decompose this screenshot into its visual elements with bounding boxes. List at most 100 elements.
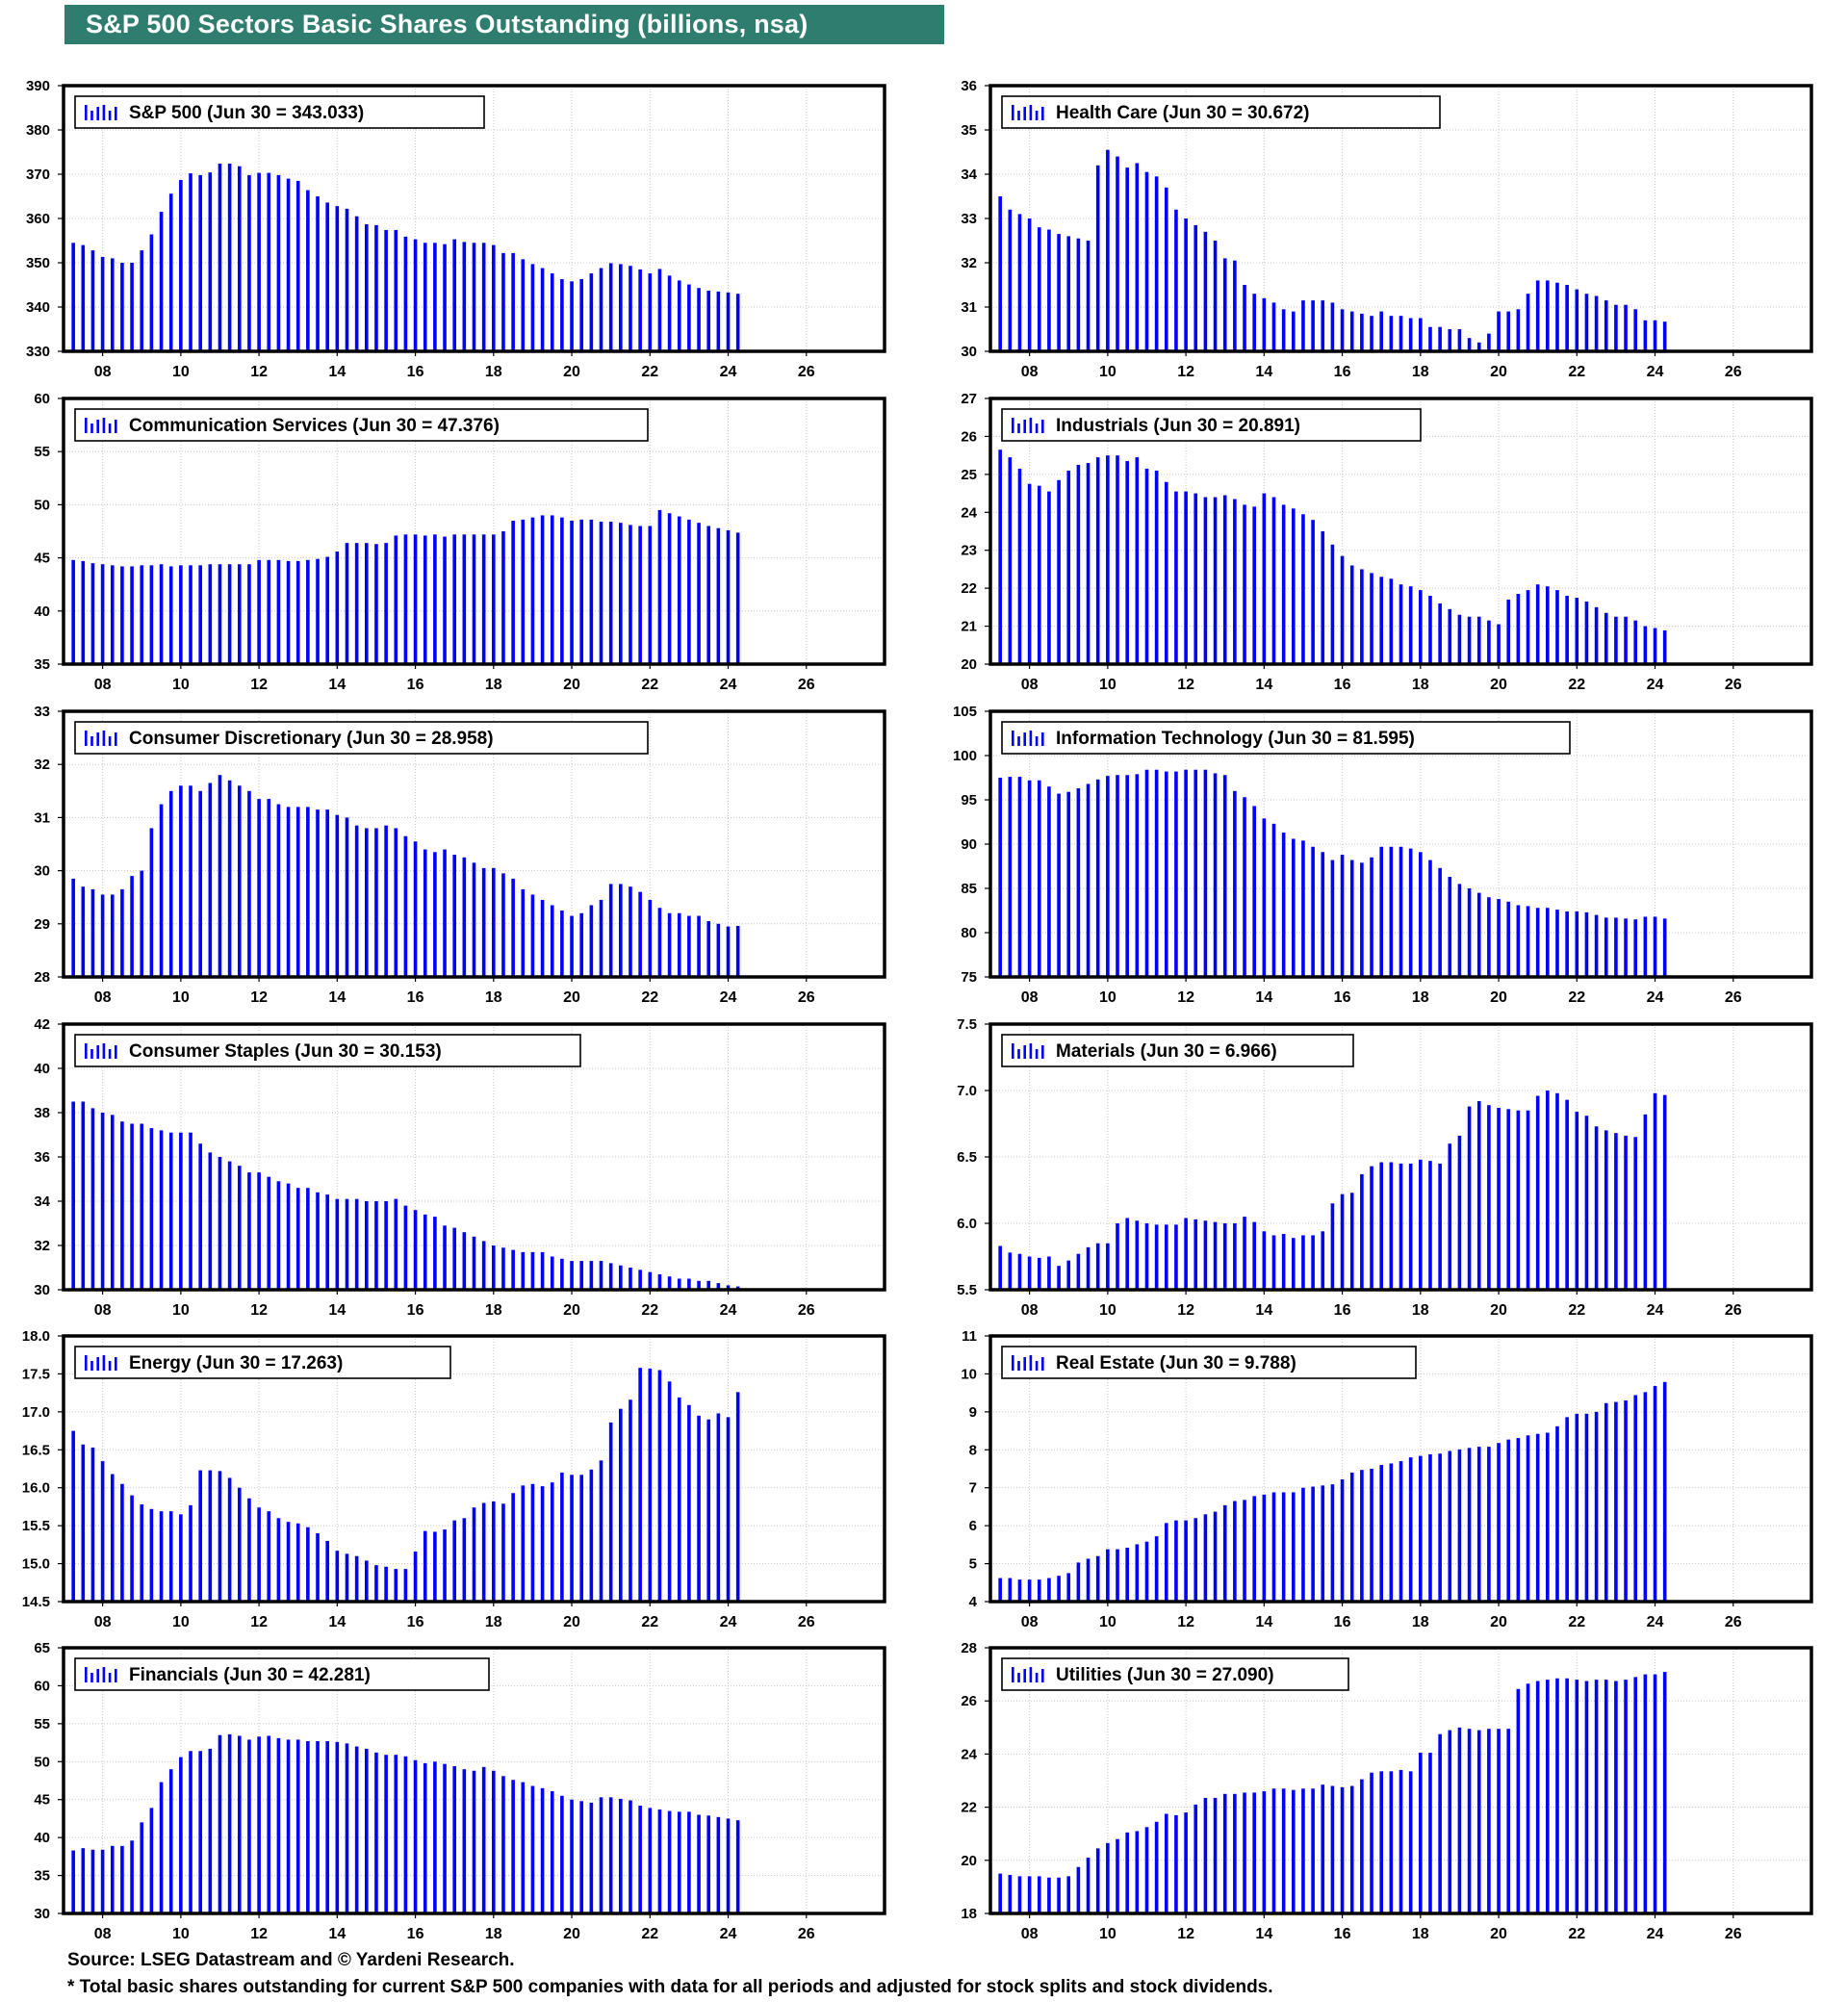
legend: Materials (Jun 30 = 6.966) [1001, 1034, 1354, 1067]
svg-text:12: 12 [1177, 677, 1194, 693]
svg-text:18: 18 [485, 677, 502, 693]
bar-legend-icon [1012, 1667, 1044, 1682]
svg-text:22: 22 [641, 1614, 658, 1630]
bar-series [998, 149, 1667, 351]
svg-text:50: 50 [34, 1754, 50, 1770]
svg-text:10: 10 [1099, 364, 1116, 380]
svg-text:26: 26 [798, 1302, 815, 1319]
legend-label: Consumer Discretionary (Jun 30 = 28.958) [129, 729, 494, 749]
y-axis-labels: 36 35 34 33 32 31 30 [961, 80, 990, 360]
svg-text:7.5: 7.5 [957, 1018, 977, 1033]
svg-text:16: 16 [407, 677, 424, 693]
chart-panel-s-p-500: 390 380 370 360 350 340 330 08 10 12 14 16 18 20 22 24 2… [0, 80, 924, 394]
svg-text:30: 30 [34, 1906, 50, 1922]
svg-text:08: 08 [94, 364, 112, 380]
page-title: S&P 500 Sectors Basic Shares Outstanding… [64, 5, 944, 44]
svg-text:14: 14 [1255, 1302, 1272, 1319]
svg-text:21: 21 [961, 619, 977, 635]
svg-text:20: 20 [563, 989, 580, 1006]
svg-text:14: 14 [328, 364, 346, 380]
legend: Communication Services (Jun 30 = 47.376) [74, 408, 649, 442]
svg-text:20: 20 [1490, 677, 1507, 693]
svg-text:18: 18 [1412, 1926, 1429, 1942]
svg-text:12: 12 [250, 1926, 268, 1942]
svg-text:100: 100 [953, 748, 977, 764]
svg-text:10: 10 [172, 364, 190, 380]
svg-text:18: 18 [961, 1906, 977, 1922]
svg-text:12: 12 [250, 1302, 268, 1319]
svg-text:16: 16 [1334, 989, 1351, 1006]
svg-text:20: 20 [563, 677, 580, 693]
svg-text:16: 16 [1334, 1926, 1351, 1942]
svg-text:24: 24 [720, 1302, 737, 1319]
svg-text:14: 14 [328, 677, 346, 693]
svg-text:08: 08 [1021, 364, 1039, 380]
x-axis-labels: 08 10 12 14 16 18 20 22 24 26 [1021, 977, 1742, 1006]
legend-label: Materials (Jun 30 = 6.966) [1056, 1041, 1277, 1062]
svg-text:26: 26 [798, 364, 815, 380]
legend-label: Communication Services (Jun 30 = 47.376) [129, 416, 500, 436]
svg-text:12: 12 [1177, 1926, 1194, 1942]
svg-text:08: 08 [1021, 1302, 1039, 1319]
svg-text:26: 26 [798, 1614, 815, 1630]
legend: Financials (Jun 30 = 42.281) [74, 1657, 490, 1691]
svg-text:105: 105 [953, 706, 977, 720]
svg-text:24: 24 [1647, 1926, 1664, 1942]
svg-text:24: 24 [1647, 1302, 1664, 1319]
svg-text:42: 42 [34, 1018, 50, 1033]
plot-frame [62, 1334, 886, 1604]
svg-text:08: 08 [94, 1926, 112, 1942]
y-axis-labels: 28 26 24 22 20 18 [961, 1642, 990, 1922]
svg-text:22: 22 [961, 1800, 977, 1816]
svg-text:22: 22 [641, 989, 658, 1006]
svg-text:20: 20 [563, 1926, 580, 1942]
svg-text:18: 18 [485, 1302, 502, 1319]
svg-text:34: 34 [34, 1194, 50, 1210]
svg-text:20: 20 [1490, 1926, 1507, 1942]
legend: Information Technology (Jun 30 = 81.595) [1001, 721, 1571, 755]
svg-text:26: 26 [1725, 1302, 1742, 1319]
svg-text:6.5: 6.5 [957, 1149, 977, 1166]
svg-text:22: 22 [1568, 1926, 1585, 1942]
svg-text:26: 26 [961, 428, 977, 445]
chart-panel-financials: 65 60 55 50 45 40 35 30 08 10 12 14 16 18 20 22 24 26 Fina… [0, 1642, 924, 1956]
svg-text:390: 390 [26, 80, 50, 94]
bar-series [71, 1368, 740, 1602]
legend: S&P 500 (Jun 30 = 343.033) [74, 95, 485, 129]
svg-text:30: 30 [34, 863, 50, 880]
svg-text:12: 12 [250, 1614, 268, 1630]
bar-series [71, 1733, 740, 1913]
svg-text:24: 24 [961, 504, 977, 521]
svg-text:35: 35 [34, 1868, 50, 1885]
chart-panel-utilities: 28 26 24 22 20 18 08 10 12 14 16 18 20 22 24 26 Utilitie… [927, 1642, 1848, 1956]
y-axis-labels: 105 100 95 90 85 80 75 [953, 706, 990, 986]
svg-text:18.0: 18.0 [22, 1330, 50, 1345]
svg-text:10: 10 [1099, 677, 1116, 693]
svg-text:24: 24 [1647, 677, 1664, 693]
svg-text:22: 22 [1568, 1614, 1585, 1630]
svg-text:7.0: 7.0 [957, 1083, 977, 1099]
svg-text:14: 14 [1255, 989, 1272, 1006]
svg-text:80: 80 [961, 925, 977, 941]
svg-text:24: 24 [720, 1926, 737, 1942]
svg-text:14: 14 [328, 989, 346, 1006]
bar-legend-icon [1012, 731, 1044, 746]
svg-text:26: 26 [798, 677, 815, 693]
svg-text:16: 16 [407, 1302, 424, 1319]
svg-text:08: 08 [94, 989, 112, 1006]
svg-text:55: 55 [34, 1716, 50, 1732]
svg-text:16: 16 [407, 1926, 424, 1942]
y-axis-labels: 33 32 31 30 29 28 [34, 706, 64, 986]
svg-text:26: 26 [1725, 1926, 1742, 1942]
svg-text:35: 35 [34, 656, 50, 673]
bar-legend-icon [85, 1667, 117, 1682]
svg-text:30: 30 [961, 344, 977, 360]
svg-text:32: 32 [34, 1238, 50, 1254]
svg-text:20: 20 [563, 364, 580, 380]
bar-legend-icon [1012, 1355, 1044, 1371]
svg-text:26: 26 [1725, 989, 1742, 1006]
svg-text:16: 16 [407, 1614, 424, 1630]
svg-text:35: 35 [961, 122, 977, 139]
legend-label: Information Technology (Jun 30 = 81.595) [1056, 729, 1415, 749]
legend-label: Financials (Jun 30 = 42.281) [129, 1665, 371, 1685]
